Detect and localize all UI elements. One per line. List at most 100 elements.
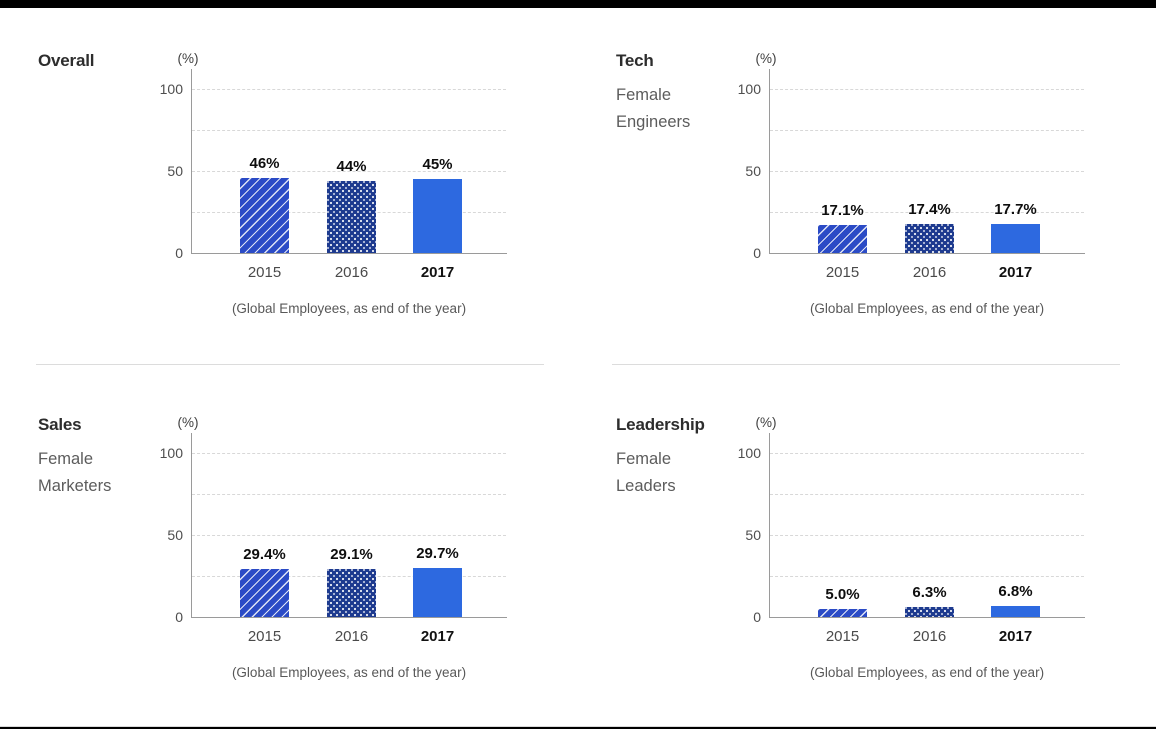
- y-tick-100: 100: [159, 445, 183, 461]
- x-label-2016: 2016: [912, 264, 947, 281]
- chart-subtitle-line: Marketers: [38, 477, 112, 495]
- chart-title: Tech: [616, 51, 654, 70]
- chart-module-overall: Overall (%) (Global Employees, as end of…: [0, 8, 578, 356]
- value-label-2015: 46%: [249, 155, 280, 172]
- section-divider: [36, 364, 544, 365]
- chart-subtitle-line: Female: [616, 450, 672, 468]
- bar-2016: [327, 569, 376, 617]
- y-tick-50: 50: [167, 163, 183, 179]
- value-label-2015: 29.4%: [243, 546, 286, 563]
- axis-footnote: (Global Employees, as end of the year): [231, 665, 467, 680]
- value-label-2015: 17.1%: [821, 202, 864, 219]
- bar-2016: [905, 224, 954, 253]
- chart-subtitle-line: Leaders: [616, 477, 676, 495]
- value-label-2015: 5.0%: [825, 586, 860, 603]
- y-tick-0: 0: [175, 245, 183, 261]
- y-tick-50: 50: [745, 163, 761, 179]
- chart-title: Leadership: [616, 415, 705, 434]
- bar-2015: [818, 609, 867, 617]
- bar-2015: [240, 569, 289, 617]
- y-axis-unit-label: (%): [755, 415, 777, 430]
- chart-subtitle: Female Leaders: [616, 446, 676, 500]
- bar-2017: [991, 606, 1040, 617]
- x-axis-line: [191, 617, 507, 618]
- gridline-100: [192, 89, 506, 90]
- chart-module-sales: Sales Female Marketers (%) (Global Emplo…: [0, 372, 578, 720]
- gridline-100: [770, 89, 1084, 90]
- y-axis-unit-label: (%): [755, 51, 777, 66]
- y-tick-100: 100: [159, 81, 183, 97]
- bar-2017: [413, 179, 462, 253]
- x-label-2015: 2015: [825, 628, 860, 645]
- chart-subtitle: Female Marketers: [38, 446, 111, 500]
- gridline-50: [770, 535, 1084, 536]
- axis-footnote: (Global Employees, as end of the year): [231, 301, 467, 316]
- x-label-2017: 2017: [998, 264, 1033, 281]
- axis-footnote: (Global Employees, as end of the year): [809, 665, 1045, 680]
- section-divider: [612, 364, 1120, 365]
- y-axis-unit-label: (%): [177, 415, 199, 430]
- value-label-2017: 29.7%: [416, 545, 459, 562]
- y-tick-50: 50: [167, 527, 183, 543]
- bottom-divider-line: [0, 726, 1156, 727]
- value-label-2017: 45%: [422, 156, 453, 173]
- value-label-2016: 29.1%: [330, 546, 373, 563]
- y-axis-unit-label: (%): [177, 51, 199, 66]
- y-tick-50: 50: [745, 527, 761, 543]
- gridline-25: [770, 212, 1084, 213]
- value-label-2016: 44%: [336, 158, 367, 175]
- bar-2016: [905, 607, 954, 617]
- y-axis-line: [191, 433, 192, 617]
- x-axis-line: [769, 253, 1085, 254]
- x-label-2015: 2015: [247, 264, 282, 281]
- x-label-2015: 2015: [825, 264, 860, 281]
- gridline-50: [192, 171, 506, 172]
- chart-subtitle-line: Engineers: [616, 113, 691, 131]
- y-axis-line: [191, 69, 192, 253]
- x-axis-line: [191, 253, 507, 254]
- gridline-100: [192, 453, 506, 454]
- value-label-2016: 6.3%: [912, 584, 947, 601]
- x-label-2017: 2017: [420, 264, 455, 281]
- axis-footnote: (Global Employees, as end of the year): [809, 301, 1045, 316]
- x-label-2015: 2015: [247, 628, 282, 645]
- value-label-2017: 17.7%: [994, 201, 1037, 218]
- x-label-2017: 2017: [420, 628, 455, 645]
- y-tick-100: 100: [737, 81, 761, 97]
- y-tick-0: 0: [175, 609, 183, 625]
- chart-subtitle-line: Female: [616, 86, 672, 104]
- x-label-2016: 2016: [334, 264, 369, 281]
- bar-2017: [991, 224, 1040, 253]
- chart-subtitle: Female Engineers: [616, 82, 690, 136]
- gridline-50: [770, 171, 1084, 172]
- gridline-75: [770, 494, 1084, 495]
- chart-title: Overall: [38, 51, 95, 70]
- gridline-75: [192, 494, 506, 495]
- x-axis-line: [769, 617, 1085, 618]
- bar-2016: [327, 181, 376, 253]
- gridline-100: [770, 453, 1084, 454]
- value-label-2017: 6.8%: [998, 583, 1033, 600]
- bottom-border-bar: [0, 727, 1156, 729]
- gridline-50: [192, 535, 506, 536]
- chart-module-tech: Tech Female Engineers (%) (Global Employ…: [578, 8, 1156, 356]
- y-tick-100: 100: [737, 445, 761, 461]
- gridline-25: [770, 576, 1084, 577]
- bar-2015: [818, 225, 867, 253]
- y-tick-0: 0: [753, 245, 761, 261]
- chart-title: Sales: [38, 415, 82, 434]
- x-label-2017: 2017: [998, 628, 1033, 645]
- chart-module-leadership: Leadership Female Leaders (%) (Global Em…: [578, 372, 1156, 720]
- top-border-bar: [0, 0, 1156, 8]
- chart-subtitle-line: Female: [38, 450, 94, 468]
- gridline-75: [192, 130, 506, 131]
- y-tick-0: 0: [753, 609, 761, 625]
- x-label-2016: 2016: [334, 628, 369, 645]
- bar-2015: [240, 178, 289, 253]
- gridline-75: [770, 130, 1084, 131]
- bar-2017: [413, 568, 462, 617]
- x-label-2016: 2016: [912, 628, 947, 645]
- y-axis-line: [769, 69, 770, 253]
- value-label-2016: 17.4%: [908, 201, 951, 218]
